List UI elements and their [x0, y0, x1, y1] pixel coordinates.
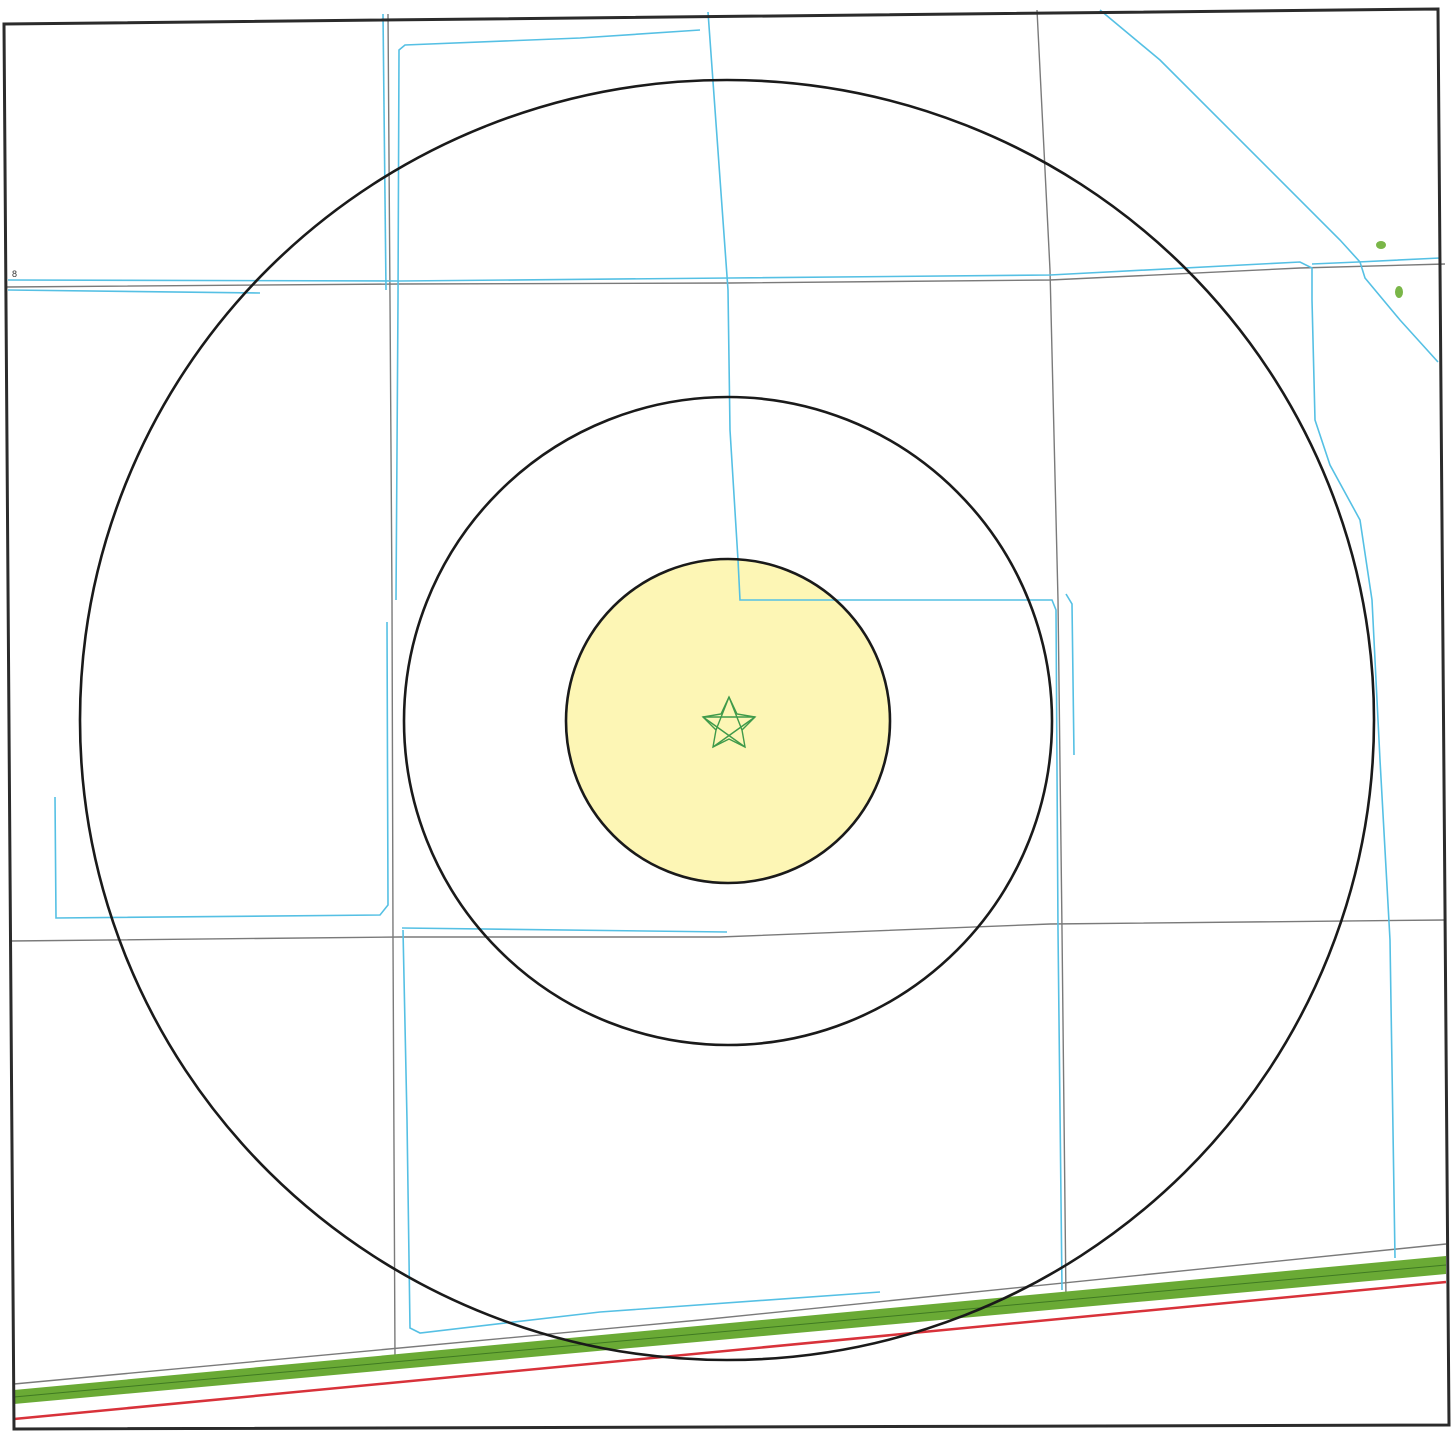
green-patch [1395, 286, 1403, 298]
canal-southwest-loop [54, 621, 389, 919]
canal-east-spur [1065, 593, 1075, 756]
canal-horizontal-north [7, 261, 1396, 1259]
buffer-rings [78, 78, 1376, 1362]
inner-buffer-zone [566, 559, 890, 883]
canal-diagonal-northeast [1099, 9, 1439, 363]
green-strip-centerline [13, 1264, 1447, 1398]
star-icon [701, 695, 757, 749]
road-horizontal-south [9, 919, 1446, 942]
canal-south-horizontal [401, 927, 728, 933]
outer-ring [78, 78, 1376, 1362]
road-vertical-east [1036, 9, 1067, 1301]
water-network [7, 9, 1441, 1334]
middle-ring [402, 395, 1054, 1047]
road-network [5, 9, 1447, 1385]
green-patches [1376, 241, 1403, 298]
canal-west-short [7, 289, 261, 294]
road-horizontal-north [5, 263, 1446, 288]
map-frame [2, 7, 1451, 1431]
canal-north-center [707, 11, 1063, 1291]
canal-east-horizontal [1311, 257, 1441, 265]
red-line [13, 1280, 1447, 1421]
green-patch [1376, 241, 1386, 249]
green-strip [14, 1256, 1446, 1404]
canal-west-vertical [382, 13, 387, 291]
canal-north-west [395, 29, 701, 601]
inner-ring [564, 557, 892, 885]
road-vertical-west [387, 13, 396, 1361]
road-marker-label: 8 [12, 269, 17, 279]
canal-south-vertical [402, 929, 881, 1334]
southern-corridor [13, 1256, 1447, 1421]
road-south-edge [13, 1243, 1447, 1385]
